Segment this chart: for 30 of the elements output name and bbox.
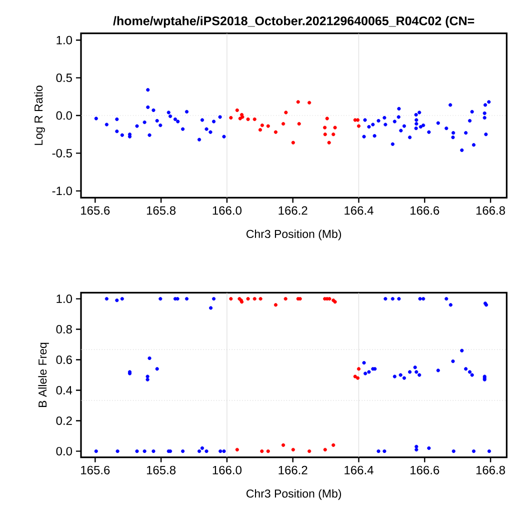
- y-axis-title: B Allele Freq: [38, 342, 49, 407]
- x-tick-label: 165.6: [81, 466, 110, 474]
- y-tick-label: 0.8: [56, 325, 72, 334]
- y-tick-label: 1.0: [56, 294, 72, 304]
- x-axis-title: Chr3 Position (Mb): [246, 230, 342, 240]
- chart-title: /home/wptahe/iPS2018_October.202129640065_R04C02 (CN=: [113, 16, 474, 28]
- x-tick-label: 165.8: [146, 206, 176, 215]
- x-tick-label: 166.2: [278, 466, 308, 474]
- x-tick-label: 166.0: [212, 466, 242, 474]
- y-tick-label: 0.0: [56, 446, 72, 456]
- y-tick-label: -0.5: [52, 148, 72, 158]
- x-tick-label: 166.6: [410, 206, 440, 215]
- x-tick-label: 165.8: [146, 466, 176, 474]
- x-axis-title: Chr3 Position (Mb): [246, 489, 342, 500]
- x-tick-label: 166.4: [344, 206, 374, 215]
- x-tick-label: 166.8: [476, 466, 506, 474]
- y-tick-label: 0.0: [56, 111, 72, 120]
- y-tick-label: 1.0: [56, 36, 72, 44]
- y-axis-title: Log R Ratio: [34, 86, 45, 145]
- x-tick-label: 166.2: [278, 206, 308, 215]
- x-tick-label: 166.8: [476, 206, 506, 215]
- x-tick-label: 166.0: [212, 206, 242, 215]
- y-tick-label: 0.2: [56, 416, 72, 425]
- x-tick-label: 166.4: [344, 466, 374, 474]
- y-tick-label: 0.4: [56, 386, 72, 394]
- y-tick-label: 0.5: [56, 74, 72, 82]
- y-tick-label: 0.6: [56, 356, 72, 364]
- x-tick-label: 165.6: [81, 206, 110, 215]
- y-tick-label: -1.0: [52, 186, 72, 196]
- x-tick-label: 166.6: [410, 466, 440, 474]
